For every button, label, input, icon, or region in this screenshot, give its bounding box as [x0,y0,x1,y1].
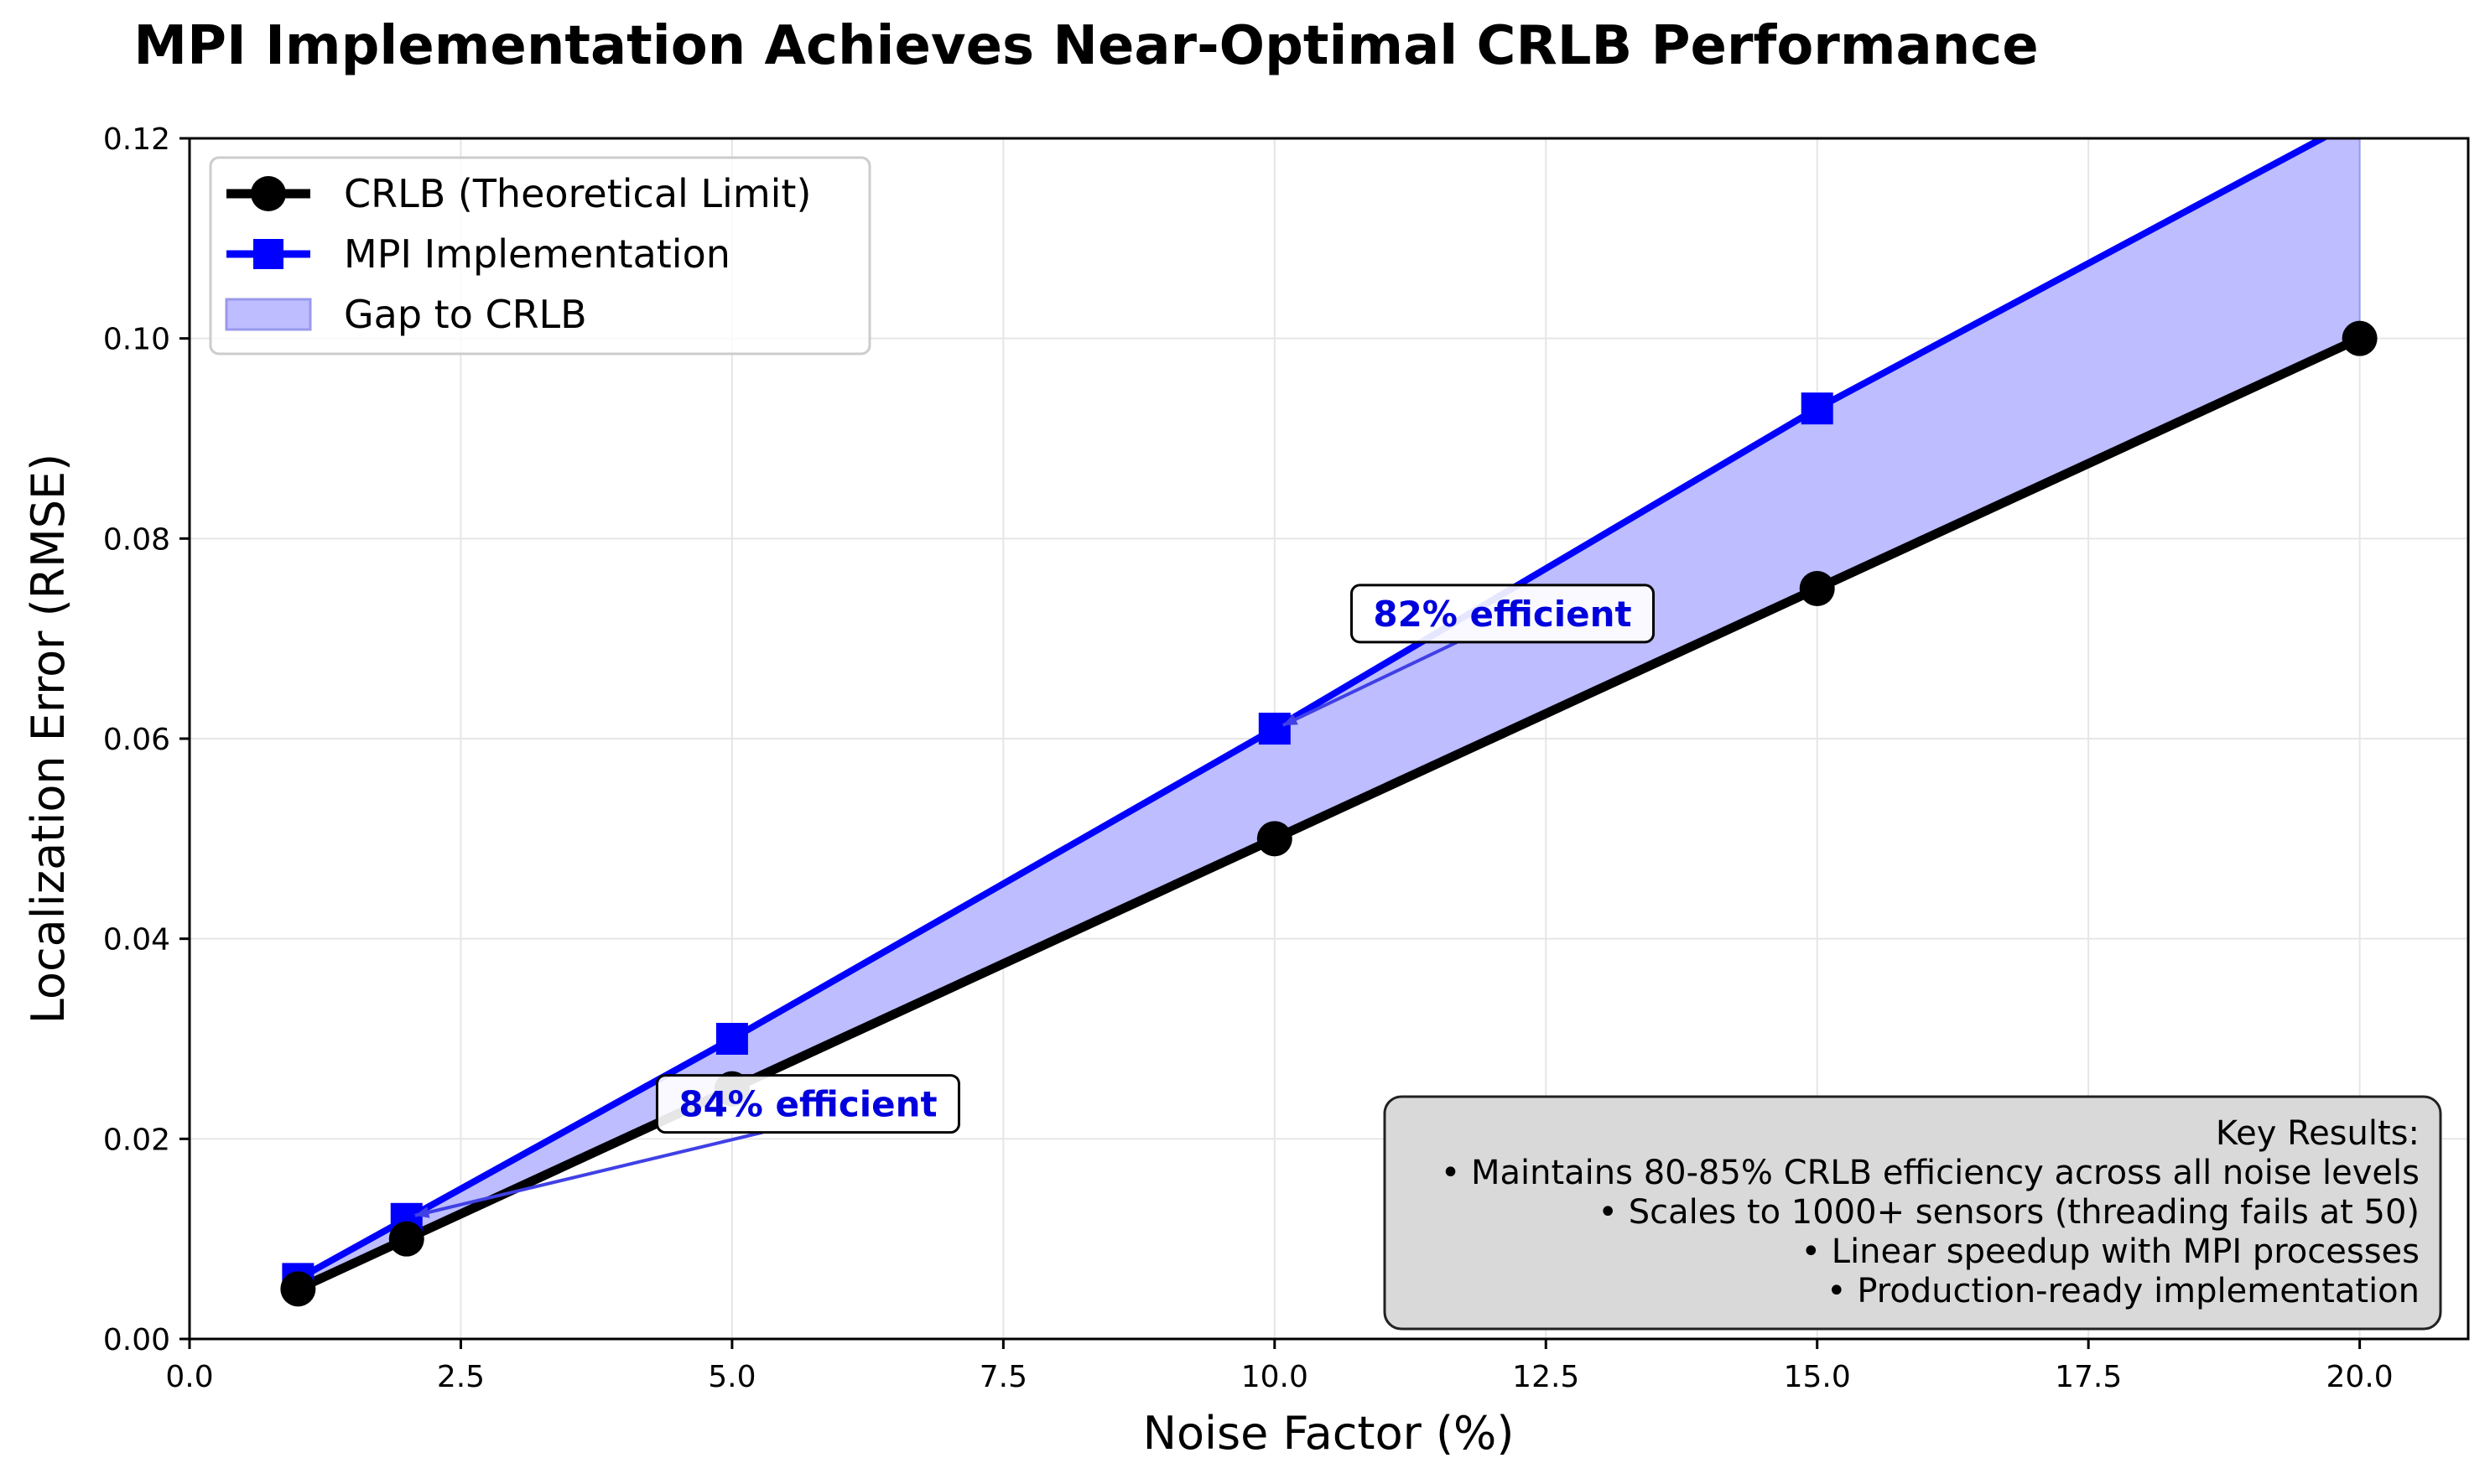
key-results-title: Key Results: [2216,1114,2420,1153]
key-results-line-4: • Production-ready implementation [1827,1272,2420,1310]
annotation-arrowhead [1282,713,1298,726]
y-tick-label: 0.06 [103,723,170,757]
key-results-line-1: • Maintains 80-85% CRLB efficiency acros… [1441,1154,2420,1192]
key-results-line-3: • Linear speedup with MPI processes [1801,1232,2420,1271]
annotation-box [655,1074,960,1134]
mpi-point-marker [1258,713,1291,745]
legend: CRLB (Theoretical Limit) MPI Implementat… [209,156,871,355]
x-tick-label: 2.5 [437,1360,485,1394]
legend-swatch-gap [225,298,312,331]
legend-item-mpi: MPI Implementation [226,231,730,277]
y-tick-label: 0.10 [103,323,170,357]
mpi-point-marker [715,1023,748,1055]
legend-box [209,156,871,355]
crlb-point-marker [280,1271,316,1307]
x-tick-label: 20.0 [2326,1360,2394,1394]
x-axis-label: Noise Factor (%) [1143,1407,1515,1460]
y-tick-label: 0.02 [103,1123,170,1157]
legend-label-gap: Gap to CRLB [344,292,587,337]
legend-marker-crlb [251,176,286,211]
mpi-point-marker [2344,102,2376,134]
annotation-label: 82% efficient [1373,594,1631,635]
y-tick-label: 0.08 [103,522,170,557]
x-tick-label: 7.5 [980,1360,1027,1394]
crlb-point-marker [388,1221,424,1257]
key-results-box: Key Results: • Maintains 80-85% CRLB eff… [1383,1095,2442,1331]
chart-title: MPI Implementation Achieves Near-Optimal… [133,15,2038,77]
legend-label-mpi: MPI Implementation [344,231,730,277]
key-results-background [1383,1095,2442,1331]
y-axis-label: Localization Error (RMSE) [22,454,75,1024]
y-tick-label: 0.04 [103,923,170,957]
legend-label-crlb: CRLB (Theoretical Limit) [344,171,811,216]
y-tick-label: 0.00 [103,1323,170,1357]
legend-item-gap: Gap to CRLB [225,292,587,337]
key-results-line-2: • Scales to 1000+ sensors (threading fai… [1598,1193,2420,1232]
crlb-point-marker [1799,571,1835,606]
x-tick-label: 17.5 [2055,1360,2122,1394]
x-tick-label: 0.0 [165,1360,213,1394]
legend-item-crlb: CRLB (Theoretical Limit) [226,171,811,216]
annotation-arrowhead [414,1206,430,1218]
annotations: 84% efficient 82% efficient [414,584,1656,1218]
crlb-point-marker [2342,320,2378,356]
x-tick-label: 12.5 [1512,1360,1579,1394]
legend-marker-mpi [253,239,283,269]
mpi-point-marker [1801,392,1833,425]
crlb-point-marker [1256,821,1292,857]
annotation-label: 84% efficient [678,1084,937,1125]
y-tick-label: 0.12 [103,122,170,157]
annotation-arrow [414,1130,763,1217]
x-tick-label: 10.0 [1241,1360,1308,1394]
series-line-crlb [296,334,2362,1294]
series-lines [296,138,2362,1294]
annotation-box [1350,584,1656,644]
x-tick-label: 15.0 [1784,1360,1851,1394]
annotation-arrow [1281,641,1458,727]
axis-ticks: 0.0 2.5 5.0 7.5 10.0 12.5 15.0 17.5 20.0 0.00 0.02… [103,122,2394,1394]
series-line-mpi [296,138,2330,1282]
x-tick-label: 5.0 [708,1360,756,1394]
